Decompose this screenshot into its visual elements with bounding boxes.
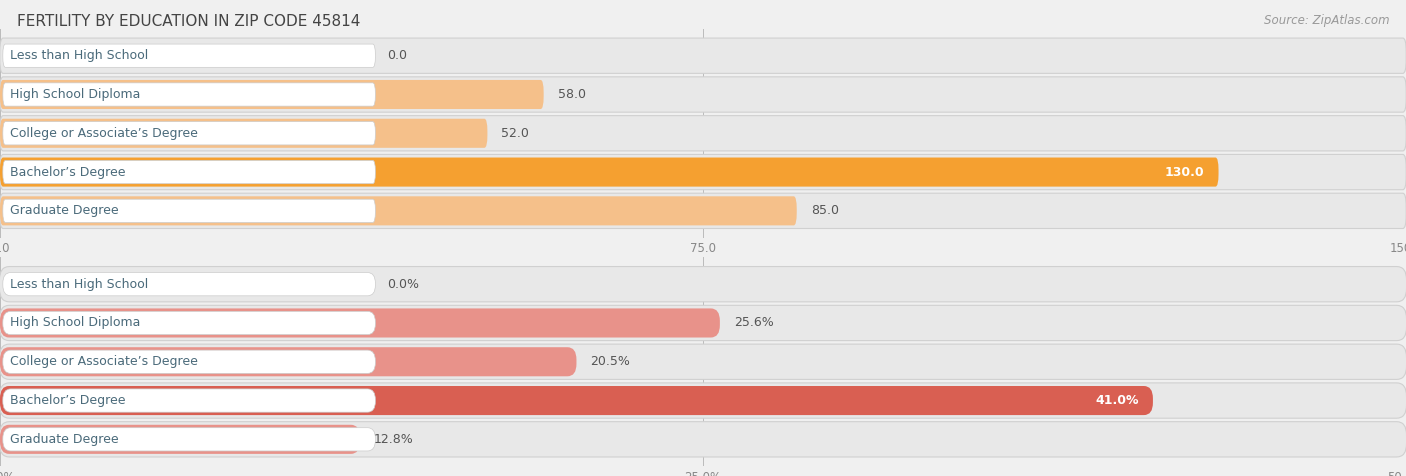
Text: 0.0%: 0.0%	[387, 278, 419, 291]
FancyBboxPatch shape	[0, 425, 360, 454]
FancyBboxPatch shape	[3, 389, 375, 412]
Text: FERTILITY BY EDUCATION IN ZIP CODE 45814: FERTILITY BY EDUCATION IN ZIP CODE 45814	[17, 14, 360, 30]
FancyBboxPatch shape	[0, 80, 544, 109]
FancyBboxPatch shape	[0, 383, 1406, 418]
Text: 25.6%: 25.6%	[734, 317, 773, 329]
FancyBboxPatch shape	[0, 267, 1406, 302]
FancyBboxPatch shape	[3, 83, 375, 106]
Text: Graduate Degree: Graduate Degree	[10, 433, 118, 446]
Text: College or Associate’s Degree: College or Associate’s Degree	[10, 127, 198, 140]
FancyBboxPatch shape	[3, 350, 375, 373]
FancyBboxPatch shape	[0, 158, 1219, 187]
FancyBboxPatch shape	[0, 38, 1406, 73]
Text: College or Associate’s Degree: College or Associate’s Degree	[10, 355, 198, 368]
FancyBboxPatch shape	[3, 428, 375, 451]
FancyBboxPatch shape	[0, 119, 488, 148]
Text: High School Diploma: High School Diploma	[10, 317, 141, 329]
Text: 20.5%: 20.5%	[591, 355, 630, 368]
FancyBboxPatch shape	[3, 122, 375, 145]
Text: High School Diploma: High School Diploma	[10, 88, 141, 101]
Text: 0.0: 0.0	[387, 49, 406, 62]
FancyBboxPatch shape	[0, 77, 1406, 112]
FancyBboxPatch shape	[0, 347, 576, 377]
FancyBboxPatch shape	[0, 196, 797, 226]
Text: Bachelor’s Degree: Bachelor’s Degree	[10, 166, 125, 178]
Text: 58.0: 58.0	[558, 88, 586, 101]
FancyBboxPatch shape	[3, 199, 375, 222]
FancyBboxPatch shape	[0, 116, 1406, 151]
FancyBboxPatch shape	[3, 273, 375, 296]
FancyBboxPatch shape	[0, 154, 1406, 190]
Text: Less than High School: Less than High School	[10, 278, 148, 291]
FancyBboxPatch shape	[0, 422, 1406, 457]
FancyBboxPatch shape	[3, 160, 375, 184]
Text: 85.0: 85.0	[811, 204, 839, 218]
Text: Graduate Degree: Graduate Degree	[10, 204, 118, 218]
FancyBboxPatch shape	[0, 344, 1406, 379]
FancyBboxPatch shape	[0, 193, 1406, 228]
Text: Source: ZipAtlas.com: Source: ZipAtlas.com	[1264, 14, 1389, 27]
FancyBboxPatch shape	[3, 311, 375, 335]
FancyBboxPatch shape	[0, 308, 720, 337]
Text: 130.0: 130.0	[1164, 166, 1205, 178]
Text: 12.8%: 12.8%	[374, 433, 413, 446]
FancyBboxPatch shape	[0, 386, 1153, 415]
Text: 52.0: 52.0	[502, 127, 529, 140]
Text: 41.0%: 41.0%	[1095, 394, 1139, 407]
Text: Less than High School: Less than High School	[10, 49, 148, 62]
Text: Bachelor’s Degree: Bachelor’s Degree	[10, 394, 125, 407]
FancyBboxPatch shape	[3, 44, 375, 67]
FancyBboxPatch shape	[0, 305, 1406, 341]
